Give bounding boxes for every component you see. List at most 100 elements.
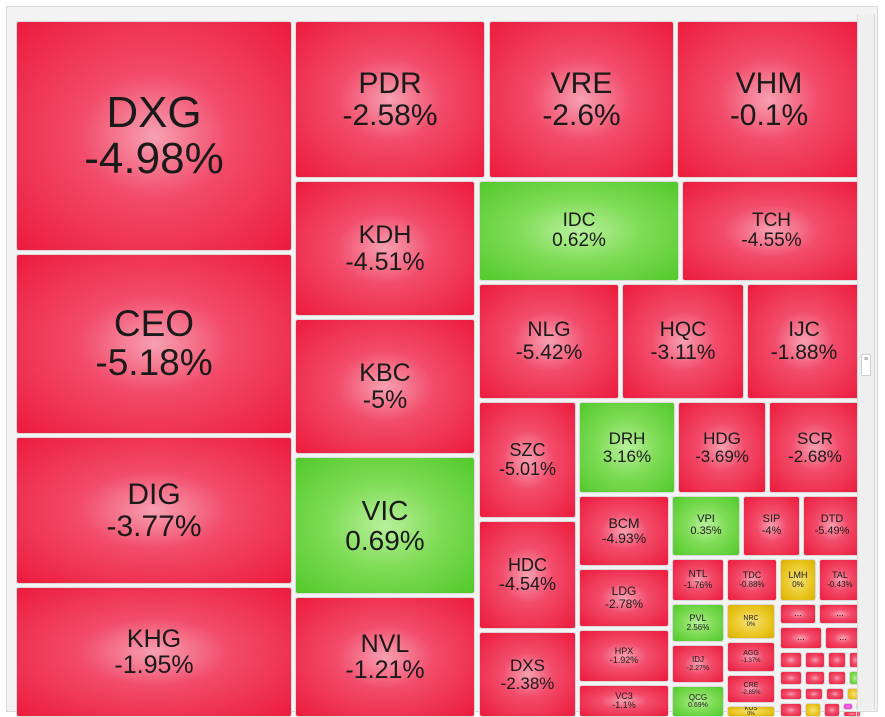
tile-kdh[interactable]: KDH -4.51% [295, 181, 475, 316]
tile-change: -3.77% [106, 509, 202, 543]
tile-change: -4.98% [84, 134, 224, 183]
tile-ldg[interactable]: LDG -2.78% [579, 569, 669, 627]
tile-idc[interactable]: IDC 0.62% [479, 181, 679, 281]
tile-ceo[interactable]: CEO -5.18% [16, 254, 292, 434]
tile-kbc[interactable]: KBC -5% [295, 319, 475, 454]
tile-vre[interactable]: VRE -2.6% [489, 21, 674, 178]
tile-change: -1.1% [612, 700, 636, 710]
tile-change: -5.42% [515, 340, 583, 364]
tile-change: -5.49% [814, 525, 850, 537]
tile-ticker: DXG [106, 87, 202, 137]
tile-ticker: LDG [611, 584, 637, 599]
tile-ticker: TDC [742, 570, 762, 581]
tile-change: -2.85% [741, 689, 761, 696]
tile-change: 3.16% [602, 446, 652, 466]
tile-nlg[interactable]: NLG -5.42% [479, 284, 619, 399]
tile-agg[interactable]: AGG -1.37% [727, 642, 775, 672]
tile-pvl[interactable]: PVL 2.56% [672, 604, 724, 642]
tile-small[interactable]: ... [819, 604, 861, 624]
tile-ellipsis: ... [839, 632, 847, 643]
tile-ticker: DTD [820, 513, 844, 526]
tile-change: 0.69% [345, 524, 425, 556]
tile-vhm[interactable]: VHM -0.1% [677, 21, 861, 178]
tile-kos[interactable]: KOS 0% [727, 706, 775, 717]
tile-drh[interactable]: DRH 3.16% [579, 402, 675, 493]
tile-change: -0.43% [827, 579, 853, 589]
tile-ticker: QCG [688, 692, 708, 702]
tile-tch[interactable]: TCH -4.55% [682, 181, 861, 281]
tile-ticker: IDJ [692, 655, 704, 665]
tile-vic[interactable]: VIC 0.69% [295, 457, 475, 594]
tile-hpx[interactable]: HPX -1.92% [579, 630, 669, 682]
tile-idj[interactable]: IDJ -2.27% [672, 645, 724, 683]
scrollbar[interactable]: ≡ [857, 14, 875, 710]
tile-dxs[interactable]: DXS -2.38% [479, 632, 576, 717]
scrollbar-handle[interactable]: ≡ [861, 354, 871, 376]
tile-tdc[interactable]: TDC -0.88% [727, 559, 777, 601]
tile-nrc[interactable]: NRC 0% [727, 604, 775, 639]
tile-ticker: BCM [608, 515, 640, 532]
tile-ticker: PVL [689, 613, 707, 624]
tile-tal[interactable]: TAL -0.43% [819, 559, 861, 601]
tile-change: -4.51% [345, 247, 425, 276]
tile-change: 0.62% [552, 230, 606, 251]
tile-hqc[interactable]: HQC -3.11% [622, 284, 744, 399]
tile-sip[interactable]: SIP -4% [743, 496, 800, 556]
tile-change: -4.93% [601, 530, 647, 546]
tile-dxg[interactable]: DXG -4.98% [16, 21, 292, 251]
tile-small[interactable] [805, 652, 825, 668]
tile-small[interactable] [828, 652, 846, 668]
tile-change: -0.88% [739, 579, 765, 589]
tile-small[interactable] [856, 711, 861, 717]
tile-change: -3.11% [650, 340, 716, 364]
tile-change: -2.58% [342, 98, 438, 132]
tile-khg[interactable]: KHG -1.95% [16, 587, 292, 717]
treemap: DXG -4.98% PDR -2.58% VRE -2.6% VHM -0.1% CEO -5.… [16, 21, 861, 717]
tile-small[interactable]: ... [825, 627, 861, 649]
tile-szc[interactable]: SZC -5.01% [479, 402, 576, 518]
tile-small[interactable]: ... [780, 627, 822, 649]
tile-bcm[interactable]: BCM -4.93% [579, 496, 669, 566]
tile-ntl[interactable]: NTL -1.76% [672, 559, 724, 601]
tile-small[interactable] [780, 688, 802, 700]
tile-ticker: LMH [788, 570, 808, 581]
tile-ticker: IJC [788, 318, 820, 342]
tile-small[interactable] [826, 688, 844, 700]
tile-ticker: CEO [113, 303, 195, 345]
tile-vpi[interactable]: VPI 0.35% [672, 496, 740, 556]
tile-pdr[interactable]: PDR -2.58% [295, 21, 485, 178]
tile-change: -2.78% [604, 597, 644, 611]
tile-hdc[interactable]: HDC -4.54% [479, 521, 576, 629]
tile-small[interactable] [805, 688, 823, 700]
tile-ticker: VIC [361, 495, 409, 527]
tile-small[interactable] [843, 703, 853, 710]
tile-change: -5% [362, 385, 408, 414]
tile-ticker: DXS [510, 655, 545, 675]
tile-change: -1.92% [609, 655, 639, 665]
tile-ticker: NRC [743, 614, 759, 622]
tile-dig[interactable]: DIG -3.77% [16, 437, 292, 584]
tile-ijc[interactable]: IJC -1.88% [747, 284, 861, 399]
tile-ticker: HQC [659, 318, 707, 342]
tile-vc3[interactable]: VC3 -1.1% [579, 685, 669, 717]
tile-change: -4.55% [741, 230, 802, 251]
tile-ticker: SCR [797, 428, 833, 448]
tile-nvl[interactable]: NVL -1.21% [295, 597, 475, 717]
tile-qcg[interactable]: QCG 0.69% [672, 686, 724, 717]
tile-scr[interactable]: SCR -2.68% [769, 402, 861, 493]
tile-dtd[interactable]: DTD -5.49% [803, 496, 861, 556]
tile-ticker: AGG [743, 650, 759, 658]
tile-small[interactable]: ... [780, 604, 816, 624]
tile-lmh[interactable]: LMH 0% [780, 559, 816, 601]
tile-ticker: DRH [608, 428, 646, 448]
tile-change: -4% [761, 525, 782, 537]
tile-change: 2.56% [686, 622, 710, 632]
tile-small[interactable] [780, 671, 802, 685]
tile-hdg[interactable]: HDG -3.69% [678, 402, 766, 493]
tile-ticker: VRE [550, 67, 613, 100]
tile-ticker: KHG [126, 624, 182, 653]
tile-small[interactable] [780, 652, 802, 668]
tile-cre[interactable]: CRE -2.85% [727, 675, 775, 703]
tile-small[interactable] [828, 671, 846, 685]
tile-small[interactable] [805, 671, 825, 685]
